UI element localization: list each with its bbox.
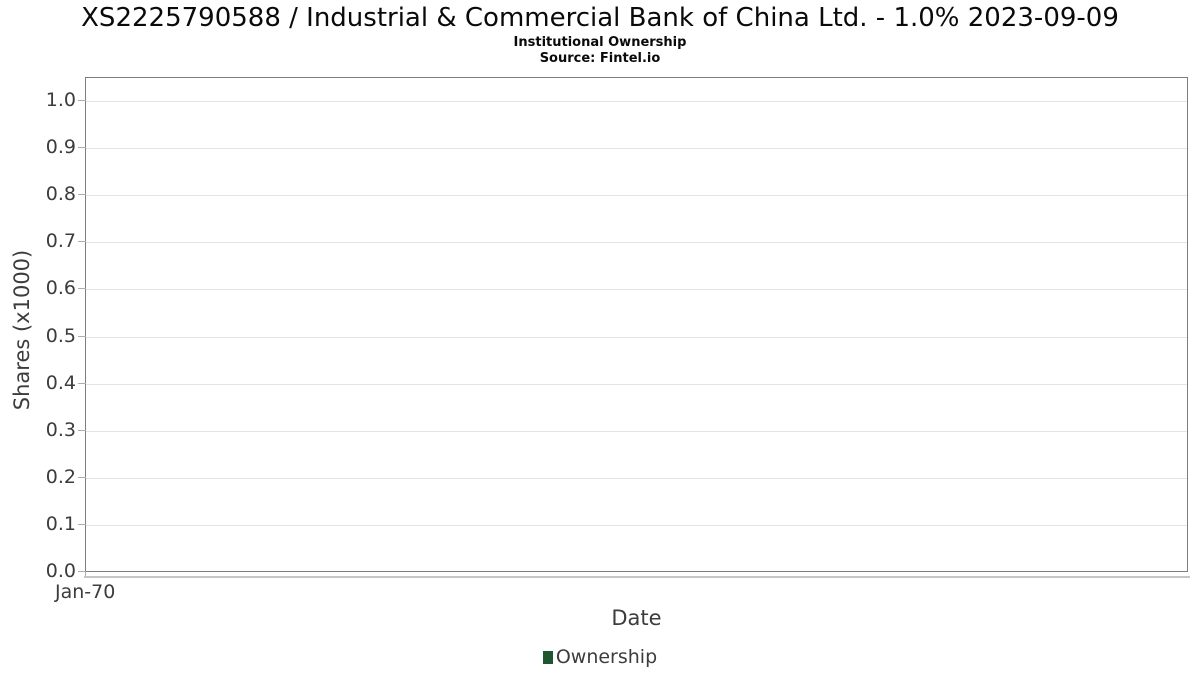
x-axis-line xyxy=(84,576,1190,578)
y-gridline xyxy=(86,525,1187,526)
chart-subtitle: Institutional Ownership xyxy=(513,35,687,50)
x-tick-label: Jan-70 xyxy=(55,581,116,603)
y-tick-mark xyxy=(78,241,86,242)
y-tick-label: 0.4 xyxy=(45,372,76,394)
x-axis-title: Date xyxy=(611,606,662,630)
y-gridline xyxy=(86,195,1187,196)
y-gridline xyxy=(86,431,1187,432)
y-gridline xyxy=(86,478,1187,479)
chart-title: XS2225790588 / Industrial & Commercial B… xyxy=(81,3,1119,33)
y-tick-label: 0.9 xyxy=(45,136,76,158)
y-tick-mark xyxy=(78,288,86,289)
legend-label-ownership: Ownership xyxy=(555,646,658,668)
y-tick-label: 1.0 xyxy=(45,89,76,111)
legend-marker-ownership-icon xyxy=(542,651,553,664)
y-gridline xyxy=(86,384,1187,385)
y-tick-label: 0.0 xyxy=(45,560,76,582)
y-tick-mark xyxy=(78,100,86,101)
y-tick-label: 0.5 xyxy=(45,325,76,347)
y-gridline xyxy=(86,337,1187,338)
y-tick-mark xyxy=(78,336,86,337)
y-tick-mark xyxy=(78,383,86,384)
y-tick-label: 0.2 xyxy=(45,466,76,488)
y-tick-label: 0.6 xyxy=(45,277,76,299)
y-tick-mark xyxy=(78,430,86,431)
y-tick-mark xyxy=(78,524,86,525)
y-gridline xyxy=(86,289,1187,290)
plot-area xyxy=(85,77,1188,572)
y-tick-label: 0.7 xyxy=(45,230,76,252)
legend: Ownership xyxy=(0,645,1200,669)
y-gridline xyxy=(86,242,1187,243)
y-tick-label: 0.1 xyxy=(45,513,76,535)
chart-source-caption: Source: Fintel.io xyxy=(539,51,661,66)
y-tick-label: 0.8 xyxy=(45,183,76,205)
y-gridline xyxy=(86,101,1187,102)
y-gridline xyxy=(86,148,1187,149)
y-tick-mark xyxy=(78,571,86,572)
y-tick-mark xyxy=(78,194,86,195)
y-tick-mark xyxy=(78,147,86,148)
y-tick-label: 0.3 xyxy=(45,419,76,441)
y-tick-mark xyxy=(78,477,86,478)
x-tick-mark xyxy=(85,572,86,578)
